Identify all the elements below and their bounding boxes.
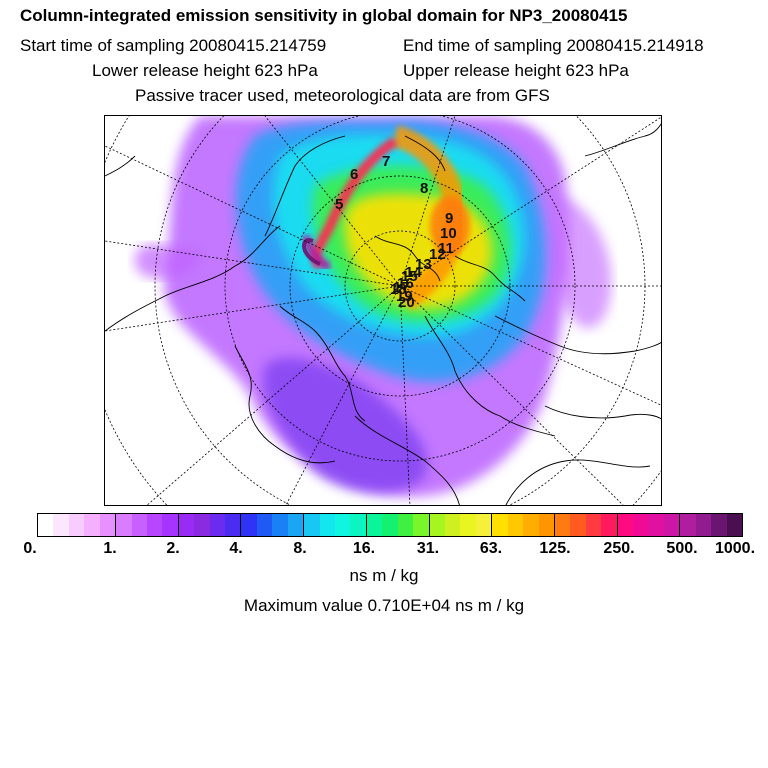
colorbar-swatch — [335, 514, 351, 536]
colorbar-swatch — [585, 514, 602, 536]
colorbar-swatch — [178, 514, 195, 536]
colorbar-divider — [177, 514, 179, 536]
colorbar-swatch — [397, 514, 414, 536]
colorbar-tick: 8. — [293, 540, 307, 557]
colorbar-tick: 31. — [416, 540, 440, 557]
colorbar-tick: 250. — [603, 540, 635, 557]
colorbar-tick: 125. — [539, 540, 571, 557]
colorbar-swatch — [601, 514, 617, 536]
trajectory-label: 16 — [397, 275, 414, 292]
colorbar-swatch — [695, 514, 712, 536]
colorbar-divider — [240, 514, 242, 536]
end-time-text: End time of sampling 20080415.214918 — [403, 36, 704, 55]
colorbar-swatch — [209, 514, 226, 536]
trajectory-label: 11 — [438, 240, 454, 257]
trajectory-label: 9 — [445, 210, 453, 227]
colorbar-swatch — [256, 514, 273, 536]
colorbar-swatch — [648, 514, 664, 536]
colorbar-swatch — [241, 514, 257, 536]
trajectory-label: 18 — [390, 281, 407, 298]
trajectory-label: 5 — [335, 196, 343, 213]
upper-release-height-text: Upper release height 623 hPa — [403, 61, 629, 80]
colorbar-swatch — [429, 514, 445, 536]
sensitivity-field — [134, 116, 612, 497]
colorbar-swatch — [726, 514, 742, 536]
sensitivity-map: 5 6 7 8 9 10 11 12 13 14 15 16 17 18 19 … — [104, 115, 662, 506]
colorbar-divider — [679, 514, 681, 536]
trajectory-label: 14 — [405, 264, 422, 281]
colorbar-swatch — [413, 514, 429, 536]
trajectory-label: 6 — [350, 166, 358, 183]
colorbar-divider — [553, 514, 555, 536]
colorbar-tick: 63. — [479, 540, 503, 557]
colorbar-swatch — [146, 514, 163, 536]
colorbar-swatch — [287, 514, 304, 536]
trajectory-label: 20 — [398, 294, 415, 311]
tracer-info-text: Passive tracer used, meteorological data… — [135, 86, 550, 105]
colorbar-swatch — [131, 514, 147, 536]
trajectory-label: 15 — [401, 268, 418, 285]
colorbar-divider — [616, 514, 618, 536]
colorbar-divider — [491, 514, 493, 536]
colorbar-tick: 2. — [166, 540, 180, 557]
colorbar-swatch — [319, 514, 336, 536]
lower-release-height-text: Lower release height 623 hPa — [92, 61, 318, 80]
colorbar-swatch — [617, 514, 634, 536]
trajectory-label: 10 — [440, 225, 457, 242]
colorbar-swatch — [38, 514, 54, 536]
colorbar-divider — [428, 514, 430, 536]
colorbar-tick: 16. — [352, 540, 376, 557]
colorbar-tick: 0. — [23, 540, 37, 557]
start-time-text: Start time of sampling 20080415.214759 — [20, 36, 327, 55]
colorbar-swatch — [99, 514, 116, 536]
colorbar-tick: 4. — [229, 540, 243, 557]
colorbar-tick: 500. — [666, 540, 698, 557]
colorbar-swatch — [116, 514, 132, 536]
colorbar-swatch — [711, 514, 727, 536]
colorbar-swatch — [272, 514, 288, 536]
coastlines — [105, 123, 661, 505]
colorbar-swatch — [538, 514, 554, 536]
colorbar-swatch — [460, 514, 476, 536]
trajectory-label: 17 — [393, 279, 410, 296]
colorbar-swatch — [554, 514, 571, 536]
trajectory-label: 19 — [396, 288, 413, 305]
colorbar-unit-label: ns m / kg — [349, 566, 419, 585]
trajectory-label: 7 — [382, 153, 390, 170]
trajectory-labels: 5 6 7 8 9 10 11 12 13 14 15 16 17 18 19 … — [335, 153, 457, 311]
colorbar-swatch — [475, 514, 492, 536]
trajectory-label: 8 — [420, 180, 428, 197]
maximum-value-text: Maximum value 0.710E+04 ns m / kg — [243, 596, 525, 615]
colorbar-swatch — [570, 514, 586, 536]
trajectory-label: 12 — [429, 246, 446, 263]
colorbar-swatch — [350, 514, 366, 536]
colorbar-tick: 1. — [103, 540, 117, 557]
graticule — [105, 116, 661, 505]
colorbar-swatch — [507, 514, 524, 536]
colorbar-swatch — [162, 514, 178, 536]
colorbar-swatch — [84, 514, 100, 536]
trajectory-label: 13 — [415, 256, 432, 273]
colorbar-swatch — [663, 514, 680, 536]
colorbar-divider — [303, 514, 305, 536]
colorbar — [37, 513, 743, 537]
colorbar-swatch — [444, 514, 461, 536]
colorbar-divider — [365, 514, 367, 536]
colorbar-divider — [115, 514, 117, 536]
colorbar-swatch — [523, 514, 539, 536]
colorbar-swatch — [194, 514, 210, 536]
colorbar-swatch — [680, 514, 696, 536]
colorbar-swatch — [492, 514, 508, 536]
map-canvas: 5 6 7 8 9 10 11 12 13 14 15 16 17 18 19 … — [105, 116, 661, 505]
colorbar-tick: 1000. — [714, 540, 756, 557]
plot-title: Column-integrated emission sensitivity i… — [20, 6, 628, 25]
colorbar-swatch — [304, 514, 320, 536]
colorbar-swatch — [633, 514, 649, 536]
colorbar-swatch — [68, 514, 85, 536]
colorbar-swatch — [382, 514, 398, 536]
colorbar-swatch — [366, 514, 383, 536]
colorbar-swatch — [225, 514, 241, 536]
colorbar-swatch — [53, 514, 69, 536]
